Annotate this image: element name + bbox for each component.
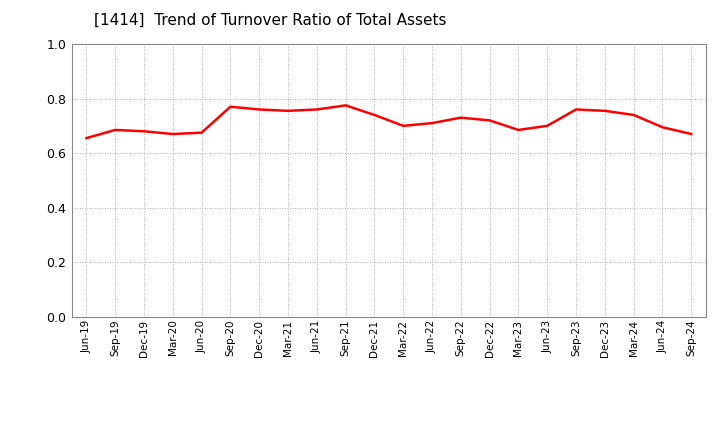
Text: [1414]  Trend of Turnover Ratio of Total Assets: [1414] Trend of Turnover Ratio of Total … (94, 13, 446, 28)
